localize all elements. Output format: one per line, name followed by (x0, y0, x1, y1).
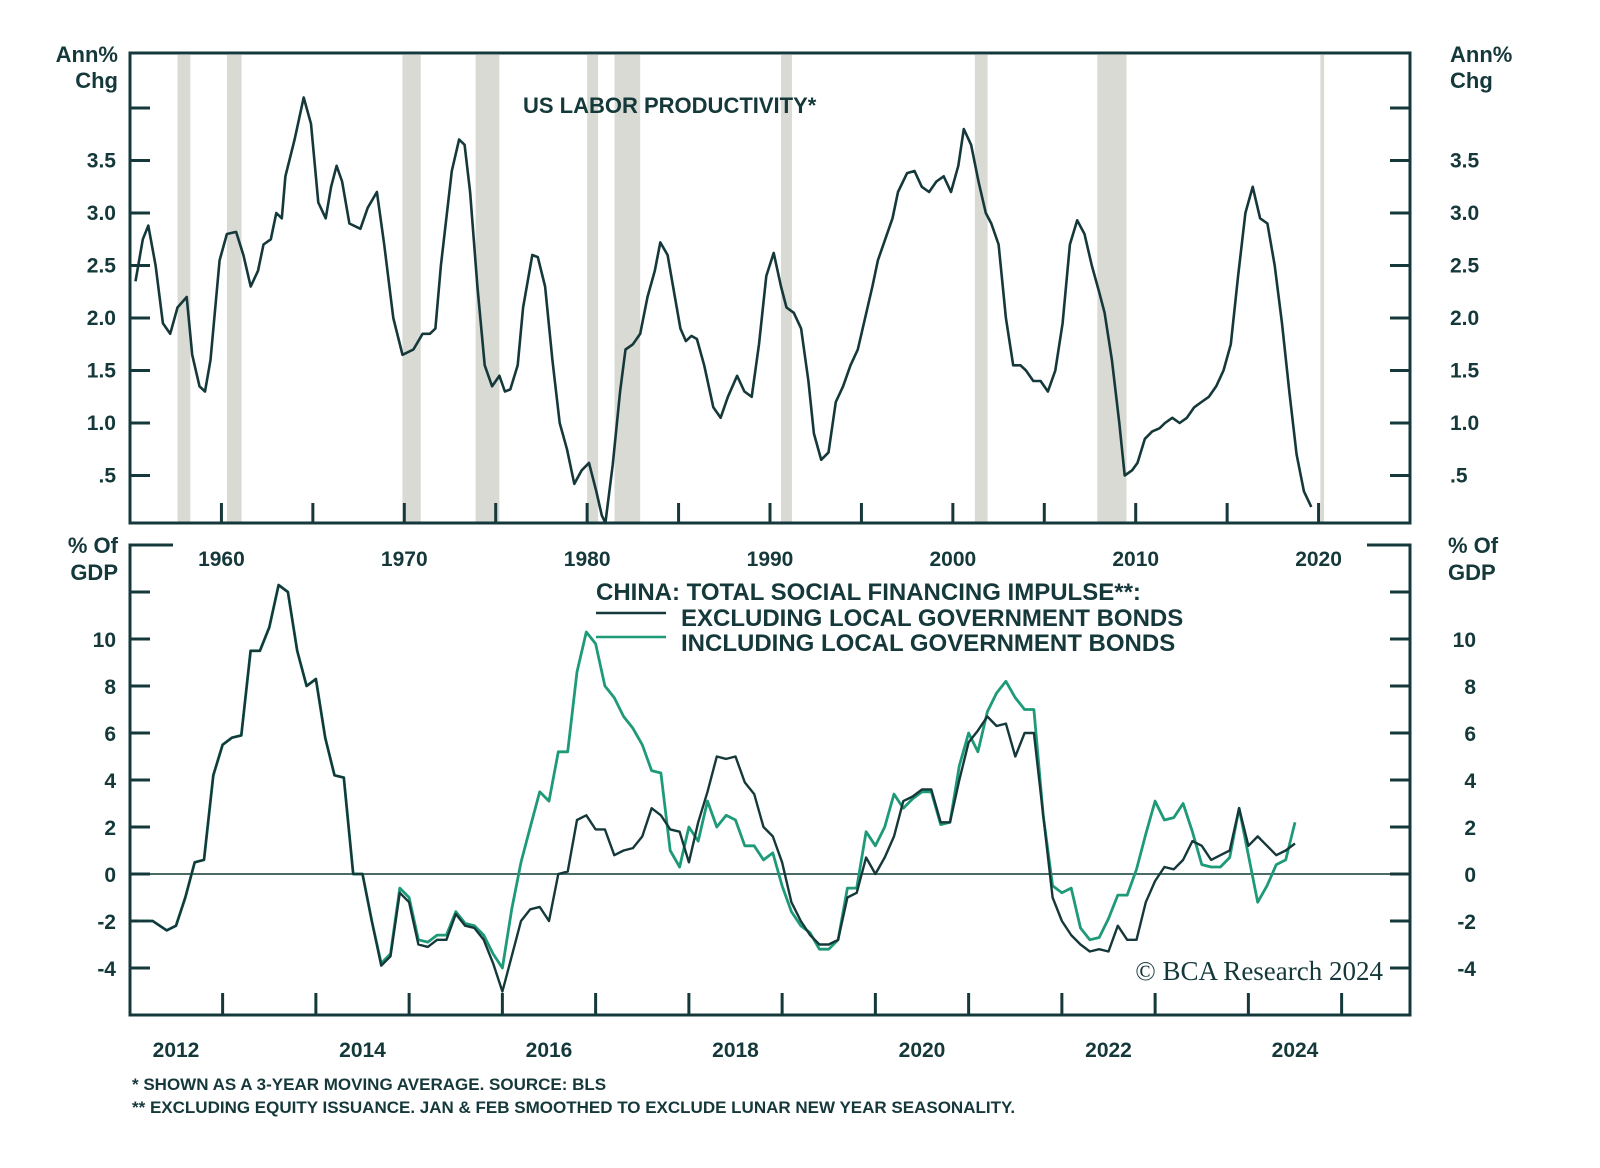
bottom-xtick-label: 2014 (339, 1039, 386, 1062)
recession-bar-1 (226, 55, 242, 522)
bottom-series-group (138, 583, 1297, 993)
top-right-ytick-label: 3.5 (1450, 150, 1480, 173)
top-left-ytick-label: 1.5 (87, 360, 117, 383)
bottom-right-ytick-label: -4 (1457, 958, 1476, 981)
top-xtick-label: 1990 (747, 548, 794, 571)
recession-bar-6 (780, 55, 792, 522)
bottom-y-axis-ticks: -4 -4 -2 -2 0 0 2 2 4 4 6 6 8 8 10 10 (93, 590, 1476, 981)
recession-bar-4 (587, 55, 599, 522)
recession-bar-5 (614, 55, 641, 522)
top-y-axis-ticks: .5 .5 1.0 1.0 1.5 1.5 2.0 2.0 2.5 2.5 3.0 3.0 3.5 3.5 (87, 106, 1480, 488)
top-left-ytick-label: 2.0 (87, 307, 116, 330)
bottom-xtick-label: 2012 (153, 1039, 200, 1062)
bottom-right-unit-line1: % Of (1448, 533, 1499, 558)
bottom-right-ytick-label: 10 (1453, 629, 1476, 652)
top-right-ytick-label: 1.0 (1450, 412, 1479, 435)
bottom-right-ytick-label: 8 (1464, 676, 1476, 699)
bottom-left-ytick-label: 2 (104, 817, 116, 840)
bottom-left-ytick-label: -4 (97, 958, 116, 981)
top-left-unit-line1: Ann% (56, 42, 118, 67)
copyright-bca-research: © BCA Research 2024 (1135, 956, 1383, 986)
top-series-group (134, 96, 1313, 525)
top-xtick-label: 2010 (1112, 548, 1159, 571)
top-right-ytick-label: 2.0 (1450, 307, 1479, 330)
bottom-xtick-label: 2024 (1272, 1039, 1319, 1062)
top-right-ytick-label: .5 (1450, 465, 1468, 488)
top-xtick-label: 2000 (929, 548, 976, 571)
top-xtick-label: 1960 (198, 548, 245, 571)
bottom-xtick-label: 2016 (526, 1039, 573, 1062)
top-left-ytick-label: 3.5 (87, 150, 117, 173)
top-left-ytick-label: .5 (98, 465, 116, 488)
top-right-ytick-label: 2.5 (1450, 255, 1480, 278)
top-left-ytick-label: 2.5 (87, 255, 117, 278)
series-line-us-labor-productivity (134, 96, 1313, 525)
footnote-2: ** EXCLUDING EQUITY ISSUANCE. JAN & FEB … (132, 1098, 1015, 1117)
legend-title: CHINA: TOTAL SOCIAL FINANCING IMPULSE**: (596, 579, 1141, 606)
legend-label-including: INCLUDING LOCAL GOVERNMENT BONDS (681, 630, 1175, 657)
legend: CHINA: TOTAL SOCIAL FINANCING IMPULSE**:… (596, 579, 1183, 657)
recession-bar-7 (974, 55, 988, 522)
bottom-left-ytick-label: 6 (104, 723, 116, 746)
legend-label-excluding: EXCLUDING LOCAL GOVERNMENT BONDS (681, 605, 1183, 632)
bottom-right-ytick-label: 4 (1464, 770, 1476, 793)
bottom-right-unit-line2: GDP (1448, 560, 1496, 585)
recession-bar-3 (475, 55, 500, 522)
recession-bar-0 (177, 55, 191, 522)
top-chart-title: US LABOR PRODUCTIVITY* (523, 93, 817, 118)
recession-bar-9 (1320, 55, 1325, 522)
top-right-ytick-label: 3.0 (1450, 202, 1479, 225)
bottom-right-ytick-label: 2 (1464, 817, 1476, 840)
bottom-xtick-label: 2018 (712, 1039, 759, 1062)
bottom-left-ytick-label: -2 (97, 911, 116, 934)
bottom-left-ytick-label: 8 (104, 676, 116, 699)
bottom-left-unit-line2: GDP (70, 560, 118, 585)
top-left-ytick-label: 3.0 (87, 202, 116, 225)
top-panel-labor-productivity: .5 .5 1.0 1.0 1.5 1.5 2.0 2.0 2.5 2.5 3.0 3.0 3.5 3.5… (56, 42, 1513, 571)
top-right-unit-line2: Chg (1450, 68, 1493, 93)
top-left-unit-line2: Chg (75, 68, 118, 93)
top-xtick-label: 1980 (564, 548, 611, 571)
bottom-right-ytick-label: -2 (1457, 911, 1476, 934)
bottom-xtick-label: 2020 (899, 1039, 946, 1062)
top-right-ytick-label: 1.5 (1450, 360, 1480, 383)
bottom-panel-china-tsf: -4 -4-2 -20 02 24 46 68 810 10 2012 2014 2016 2018 2… (68, 533, 1499, 1062)
bottom-xtick-label: 2022 (1085, 1039, 1132, 1062)
bottom-right-ytick-label: 6 (1464, 723, 1476, 746)
bottom-panel-frame (128, 543, 1412, 1017)
bottom-right-ytick-label: 0 (1464, 864, 1476, 887)
recession-bar-2 (402, 55, 421, 522)
top-xtick-label: 1970 (381, 548, 428, 571)
bottom-left-unit-line1: % Of (68, 533, 119, 558)
top-left-ytick-label: 1.0 (87, 412, 116, 435)
bottom-left-ytick-label: 10 (93, 629, 116, 652)
footnote-1: * SHOWN AS A 3-YEAR MOVING AVERAGE. SOUR… (132, 1075, 606, 1094)
bottom-left-ytick-label: 0 (104, 864, 116, 887)
top-xtick-label: 2020 (1295, 548, 1342, 571)
top-x-axis-ticks: 1960 1970 1980 1990 2000 2010 2020 (198, 503, 1342, 571)
top-panel-frame (128, 51, 1412, 525)
bottom-left-ytick-label: 4 (104, 770, 116, 793)
series-line-excluding-lg-bonds (138, 583, 1296, 993)
bottom-x-axis-ticks: 2012 2014 2016 2018 2020 2022 2024 (153, 993, 1344, 1062)
top-right-unit-line1: Ann% (1450, 42, 1512, 67)
recession-shading-group (177, 55, 1325, 522)
